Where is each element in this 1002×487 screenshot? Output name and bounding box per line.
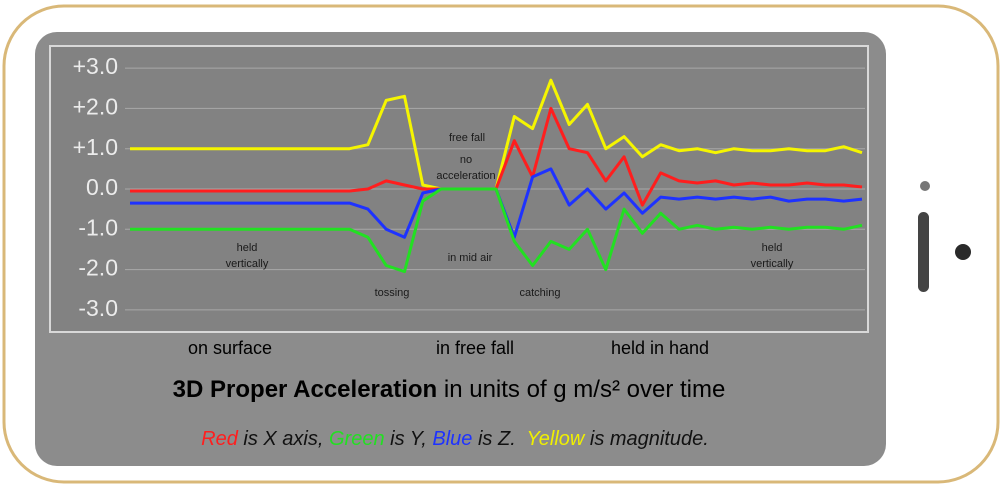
caption-part: Green [329,428,385,450]
caption-part: Yellow [527,428,586,450]
caption-part: is Y, [385,428,433,450]
caption-part: Blue [432,428,472,450]
annotation: no [460,154,472,166]
speaker [918,212,929,292]
phase-label: in free fall [436,338,514,358]
page: {"chart_data": {"type": "line", "title_b… [0,0,1002,487]
annotation: catching [520,287,561,299]
y-tick-label: +2.0 [73,94,118,120]
y-tick-label: 0.0 [86,174,118,200]
annotation: vertically [751,258,794,270]
caption-part: Red [201,428,239,450]
chart-title: 3D Proper Acceleration in units of g m/s… [173,376,726,403]
annotation: free fall [449,132,485,144]
sensor [920,181,930,191]
caption: Red is X axis, Green is Y, Blue is Z. Ye… [201,428,709,450]
y-tick-label: -3.0 [78,295,118,321]
annotation: held [237,242,258,254]
y-tick-label: -2.0 [78,255,118,281]
phase-label: held in hand [611,338,709,358]
title-rest: in units of g m/s² over time [437,376,725,403]
annotation: held [762,242,783,254]
annotation: in mid air [448,252,493,264]
caption-part: is Z. [472,428,526,450]
caption-part: is magnitude. [584,428,709,450]
y-tick-label: +3.0 [73,53,118,79]
annotation: tossing [375,287,410,299]
y-tick-label: -1.0 [78,214,118,240]
phase-label: on surface [188,338,272,358]
caption-part: is X axis, [238,428,329,450]
annotation: acceleration [436,170,495,182]
y-tick-label: +1.0 [73,134,118,160]
annotation: vertically [226,258,269,270]
title-bold: 3D Proper Acceleration [173,376,438,403]
camera [955,244,971,260]
phone: +3.0 +2.0 +1.0 0.0 -1.0 -2.0 -3.0 held verticall… [0,0,1002,487]
